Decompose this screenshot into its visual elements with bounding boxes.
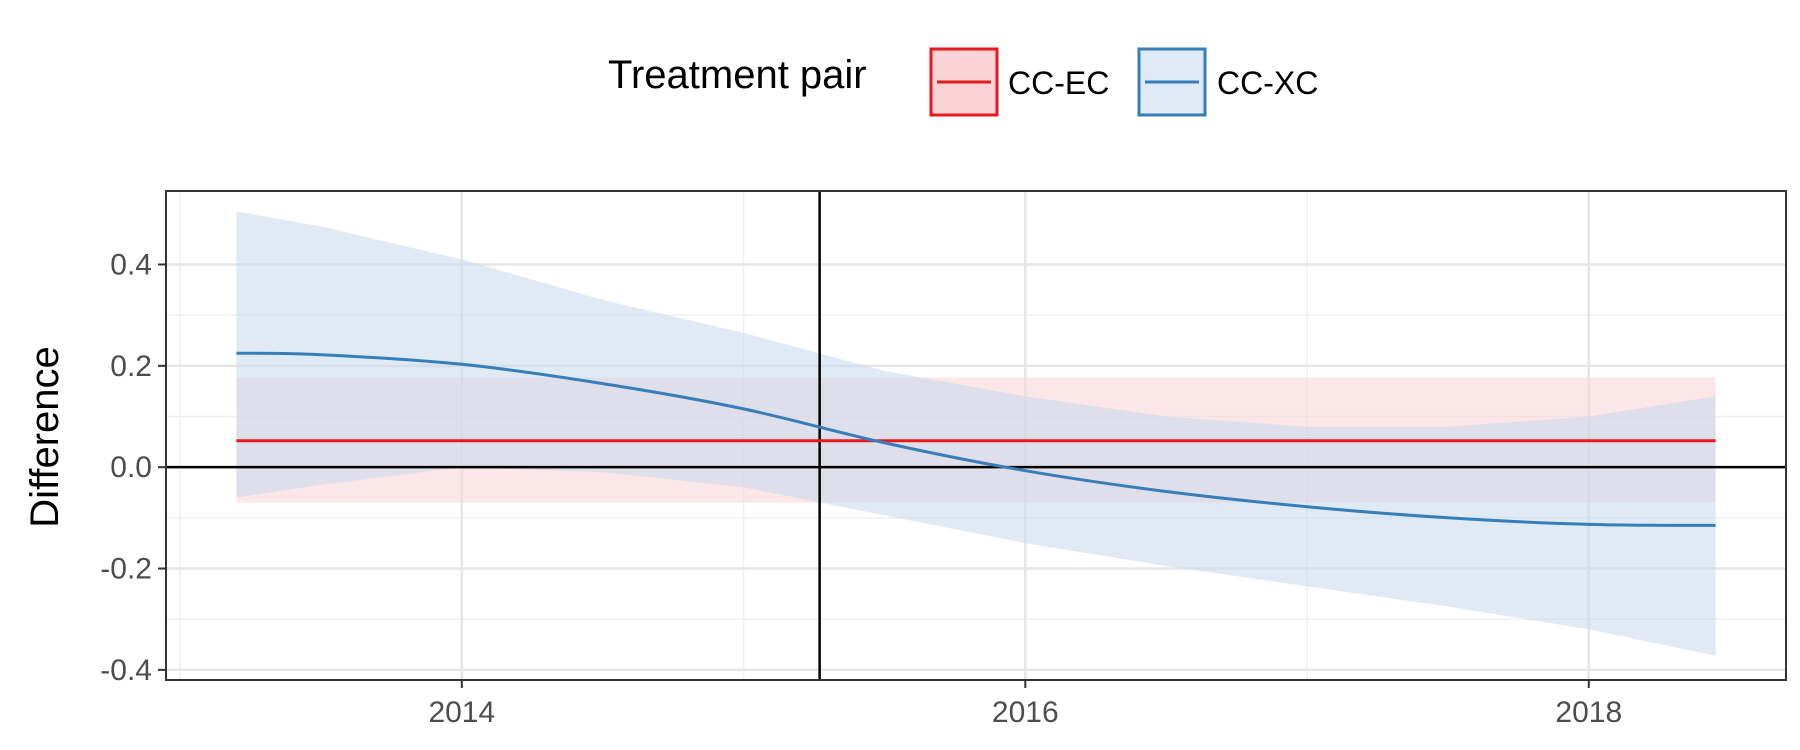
y-tick-label: 0.0 bbox=[110, 451, 152, 484]
band-cc-xc bbox=[236, 211, 1716, 656]
x-tick-label: 2018 bbox=[1555, 696, 1622, 729]
legend-label-cc-xc: CC-XC bbox=[1217, 65, 1318, 101]
reference-lines bbox=[166, 191, 1786, 680]
legend-label-cc-ec: CC-EC bbox=[1008, 65, 1109, 101]
series-lines bbox=[236, 351, 1716, 527]
y-tick-label: 0.2 bbox=[110, 350, 152, 383]
y-tick-label: -0.4 bbox=[100, 654, 152, 687]
y-tick-label: 0.4 bbox=[110, 248, 152, 281]
plot-border bbox=[165, 190, 1787, 681]
tick-labels: -0.4 -0.2 0.0 0.2 0.4 2014 2016 2018 bbox=[100, 248, 1622, 729]
axis-ticks bbox=[158, 263, 1590, 688]
legend-key-cc-xc: CC-XC bbox=[1137, 47, 1318, 117]
y-axis-title: Difference bbox=[23, 346, 67, 528]
y-tick-label: -0.2 bbox=[100, 553, 152, 586]
line-cc-xc bbox=[236, 351, 1716, 527]
x-tick-label: 2014 bbox=[428, 696, 495, 729]
legend: Treatment pair CC-EC CC-XC bbox=[608, 47, 1318, 117]
legend-title: Treatment pair bbox=[608, 53, 867, 97]
legend-key-cc-ec: CC-EC bbox=[929, 47, 1109, 117]
plot-area bbox=[165, 190, 1787, 681]
x-tick-label: 2016 bbox=[992, 696, 1059, 729]
